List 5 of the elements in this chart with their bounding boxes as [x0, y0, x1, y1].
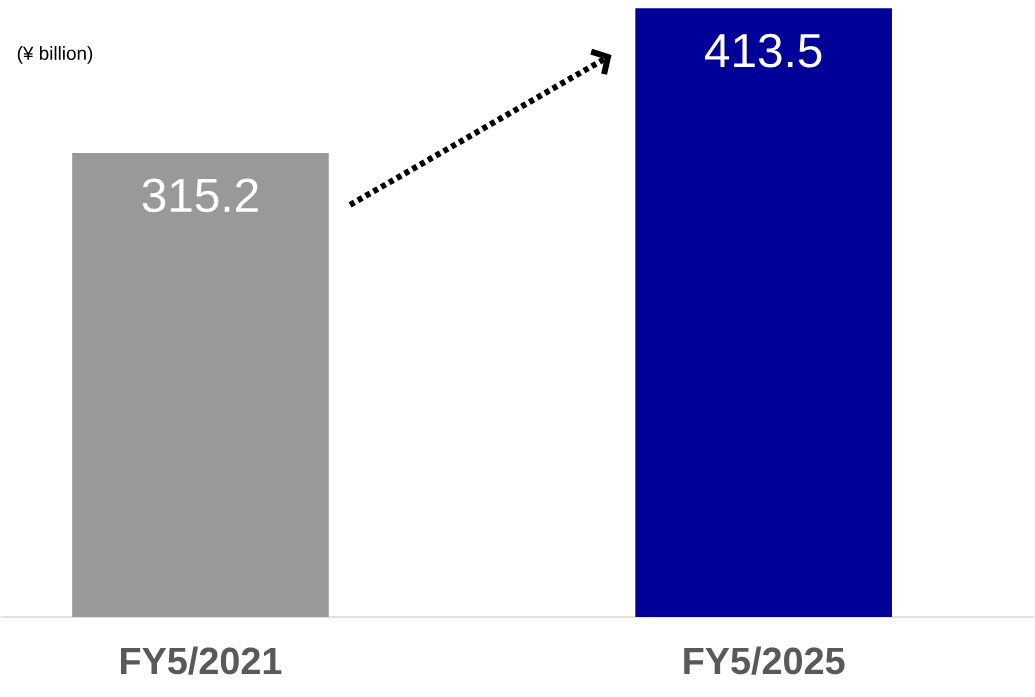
x-tick-label: FY5/2025 — [684, 646, 845, 675]
data-label: 315.2 — [142, 178, 258, 213]
data-label: 413.5 — [705, 33, 822, 68]
y-axis-title: (¥ billion) — [17, 46, 93, 64]
x-tick-label: FY5/2021 — [121, 646, 282, 675]
